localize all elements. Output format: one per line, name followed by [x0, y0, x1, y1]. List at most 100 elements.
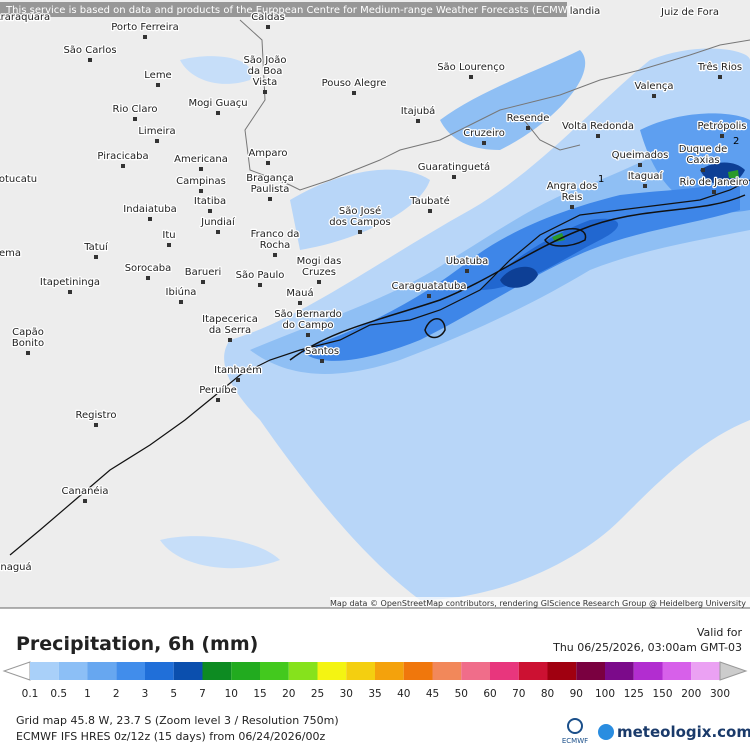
city-dot: [148, 217, 152, 221]
legend-box: [116, 662, 145, 680]
valid-time: Thu 06/25/2026, 03:00am GMT-03: [552, 641, 742, 654]
city-dot: [317, 280, 321, 284]
city-label: naguá: [0, 561, 31, 573]
legend-box: [202, 662, 232, 680]
city-label: Limeira: [138, 126, 175, 137]
legend-label: 0.5: [50, 688, 67, 700]
city-dot: [88, 58, 92, 62]
legend-label: 7: [199, 688, 206, 700]
city-dot: [701, 168, 705, 172]
city-label: Indaiatuba: [123, 204, 176, 215]
city-label: Rocha: [260, 240, 291, 251]
legend-box: [375, 662, 404, 680]
city-label: São Bernardo: [274, 309, 342, 320]
city-dot: [638, 163, 642, 167]
city-label: Mauá: [286, 287, 313, 299]
legend-box: [432, 662, 462, 680]
city-label: Registro: [76, 410, 117, 421]
ecmwf-icon: [567, 718, 583, 734]
city-dot: [526, 126, 530, 130]
city-dot: [352, 91, 356, 95]
legend-label: 10: [225, 688, 238, 700]
legend-label: 90: [570, 688, 583, 700]
city-dot: [201, 280, 205, 284]
city-dot: [358, 230, 362, 234]
city-label: Paulista: [251, 184, 290, 195]
city-dot: [208, 209, 212, 213]
city-label: Taubaté: [409, 195, 449, 207]
legend-label: 70: [512, 688, 525, 700]
city-label: Itapecerica: [202, 314, 258, 325]
city-dot: [179, 300, 183, 304]
city-label: Bonito: [12, 338, 44, 349]
city-label: Cananéia: [62, 485, 109, 497]
city-label: São Paulo: [236, 270, 285, 281]
city-label: Duque de: [679, 144, 728, 155]
notice-bar: [0, 2, 567, 17]
city-dot: [258, 283, 262, 287]
model-info: ECMWF IFS HRES 0z/12z (15 days) from 06/…: [16, 730, 326, 743]
city-label: dos Campos: [329, 217, 390, 228]
city-label: Cruzeiro: [463, 128, 505, 139]
city-label: Juiz de Fora: [660, 7, 719, 18]
legend-box: [58, 662, 88, 680]
city-dot: [306, 333, 310, 337]
city-dot: [427, 294, 431, 298]
legend-box: [576, 662, 605, 680]
city-dot: [452, 175, 456, 179]
legend-box: [605, 662, 634, 680]
city-label: São Lourenço: [437, 62, 505, 73]
city-label: Americana: [174, 154, 228, 165]
legend-box: [518, 662, 548, 680]
city-label: Petrópolis: [698, 120, 747, 132]
city-dot: [720, 134, 724, 138]
valid-label: Valid for: [697, 626, 743, 639]
city-dot: [133, 117, 137, 121]
legend-box: [317, 662, 347, 680]
city-dot: [469, 75, 473, 79]
city-dot: [298, 301, 302, 305]
city-label: Campinas: [176, 176, 226, 187]
legend-label: 60: [483, 688, 496, 700]
attribution-bar: [330, 597, 750, 608]
city-label: Piracicaba: [97, 151, 148, 162]
city-label: Pouso Alegre: [322, 78, 387, 89]
city-label: do Campo: [283, 320, 334, 331]
legend-box: [87, 662, 117, 680]
legend-box: [145, 662, 174, 680]
legend-label: 2: [113, 688, 120, 700]
title: Precipitation, 6h (mm): [16, 633, 258, 655]
city-dot: [199, 189, 203, 193]
city-label: São Carlos: [63, 45, 116, 56]
city-label: Caldas: [251, 12, 285, 23]
brand: meteologix.com: [617, 723, 750, 741]
city-dot: [155, 139, 159, 143]
city-dot: [94, 423, 98, 427]
city-dot: [596, 134, 600, 138]
city-label: São José: [339, 205, 381, 217]
city-label: Ubatuba: [446, 256, 489, 267]
legend-box: [691, 662, 720, 680]
city-label: Reis: [562, 192, 583, 203]
legend-box: [633, 662, 663, 680]
city-dot: [273, 253, 277, 257]
legend-box: [231, 662, 260, 680]
city-dot: [199, 167, 203, 171]
city-label: Caxias: [686, 155, 719, 166]
city-label: Três Rios: [697, 61, 742, 73]
city-dot: [83, 499, 87, 503]
grid-info: Grid map 45.8 W, 23.7 S (Zoom level 3 / …: [16, 714, 339, 727]
city-dot: [652, 94, 656, 98]
city-label: landia: [570, 6, 601, 17]
city-dot: [465, 269, 469, 273]
city-label: Mogi Guaçu: [188, 98, 247, 109]
city-dot: [146, 276, 150, 280]
legend-box: [346, 662, 375, 680]
city-label: Rio de Janeiro: [679, 177, 748, 188]
city-dot: [266, 161, 270, 165]
ecmwf-logo: ECMWF: [562, 737, 588, 745]
city-label: Porto Ferreira: [111, 22, 178, 33]
attribution: Map data © OpenStreetMap contributors, r…: [330, 599, 746, 608]
city-label: Barueri: [185, 267, 221, 278]
